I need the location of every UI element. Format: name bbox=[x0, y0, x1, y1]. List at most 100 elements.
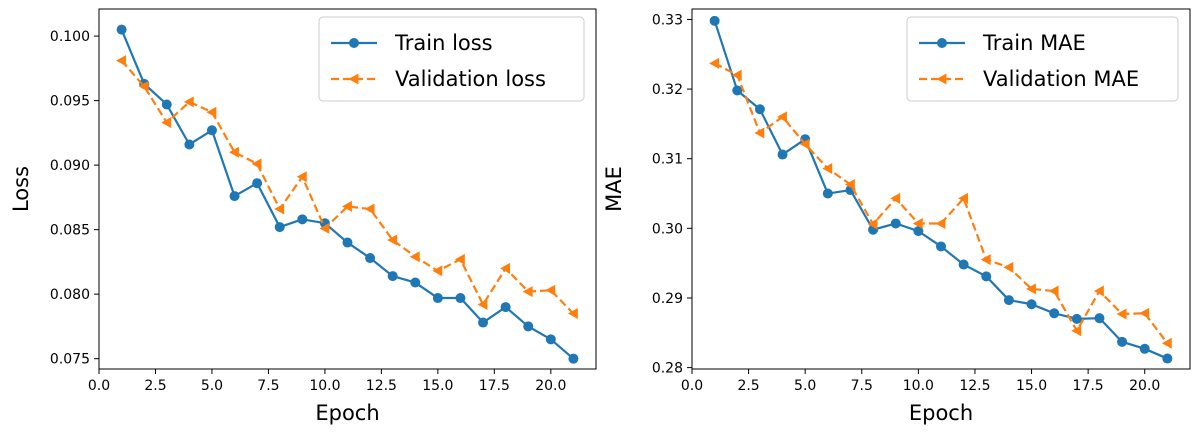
data-point bbox=[1093, 285, 1104, 297]
data-point bbox=[1071, 325, 1082, 337]
x-tick-label: 20.0 bbox=[535, 378, 566, 394]
data-point bbox=[731, 69, 742, 81]
data-point bbox=[913, 226, 924, 237]
data-point bbox=[754, 104, 765, 115]
data-point bbox=[229, 146, 239, 158]
data-point bbox=[545, 284, 556, 296]
data-point bbox=[523, 321, 534, 332]
data-point bbox=[754, 127, 765, 139]
data-point bbox=[936, 241, 946, 252]
data-point bbox=[116, 55, 126, 67]
data-point bbox=[822, 188, 833, 199]
data-point bbox=[709, 15, 720, 26]
x-tick-label: 15.0 bbox=[422, 378, 453, 394]
data-point bbox=[1161, 337, 1172, 349]
x-tick-label: 2.5 bbox=[144, 378, 166, 394]
data-point bbox=[822, 162, 833, 174]
data-point bbox=[500, 302, 511, 313]
x-tick-label: 0.0 bbox=[88, 378, 110, 394]
x-tick-label: 10.0 bbox=[309, 378, 340, 394]
data-point bbox=[1049, 308, 1060, 319]
data-point bbox=[777, 149, 788, 160]
data-point bbox=[252, 178, 263, 189]
y-axis-label: Loss bbox=[9, 166, 33, 212]
y-tick-label: 0.28 bbox=[652, 361, 683, 377]
series-line bbox=[120, 59, 575, 315]
data-point bbox=[1139, 343, 1150, 354]
data-point bbox=[206, 106, 217, 118]
x-tick-label: 15.0 bbox=[1016, 378, 1047, 394]
data-point bbox=[1071, 313, 1082, 324]
legend: Train loss Validation loss bbox=[318, 16, 585, 102]
data-point bbox=[432, 265, 443, 277]
data-point bbox=[183, 96, 194, 108]
data-point bbox=[568, 353, 579, 364]
data-point bbox=[184, 139, 195, 150]
data-point bbox=[455, 293, 466, 304]
y-tick-label: 0.080 bbox=[50, 287, 90, 303]
data-point bbox=[138, 80, 149, 92]
series-validation-loss bbox=[116, 55, 578, 320]
legend-marker bbox=[937, 38, 947, 48]
x-axis-label: Epoch bbox=[909, 401, 973, 425]
data-point bbox=[274, 203, 285, 215]
x-tick-label: 0.0 bbox=[681, 378, 703, 394]
x-tick-label: 10.0 bbox=[903, 378, 934, 394]
plot-frame bbox=[98, 8, 597, 370]
data-point bbox=[116, 24, 127, 35]
data-point bbox=[206, 125, 217, 136]
legend-entry: Validation loss bbox=[395, 67, 546, 91]
data-point bbox=[364, 203, 375, 215]
data-point bbox=[500, 262, 511, 274]
data-point bbox=[161, 99, 172, 110]
x-tick-label: 17.5 bbox=[1073, 378, 1104, 394]
y-tick-label: 0.075 bbox=[50, 352, 90, 368]
data-point bbox=[387, 271, 398, 282]
data-point bbox=[296, 171, 307, 183]
legend: Train MAE Validation MAE bbox=[906, 16, 1179, 102]
y-axis-label: MAE bbox=[602, 166, 626, 212]
data-point bbox=[161, 117, 172, 129]
series-train-mae bbox=[709, 15, 1173, 364]
x-tick-label: 2.5 bbox=[737, 378, 759, 394]
x-tick-label: 12.5 bbox=[366, 378, 397, 394]
data-point bbox=[732, 85, 743, 96]
x-tick-label: 7.5 bbox=[851, 378, 873, 394]
data-point bbox=[297, 214, 308, 225]
y-tick-label: 0.30 bbox=[652, 221, 683, 237]
data-point bbox=[1026, 283, 1036, 295]
chart-panel-2: 0.0 2.5 5.0 7.5 10.0 12.5 15.0 17.5 20.0 0.28 0.29… bbox=[602, 8, 1191, 425]
data-point bbox=[844, 178, 855, 190]
data-point bbox=[912, 217, 923, 229]
y-tick-label: 0.090 bbox=[50, 158, 90, 174]
data-point bbox=[387, 234, 398, 246]
data-point bbox=[935, 217, 946, 229]
legend-marker bbox=[349, 38, 359, 48]
legend-marker bbox=[348, 73, 359, 85]
legend-entry: Train MAE bbox=[982, 31, 1086, 55]
data-point bbox=[1117, 336, 1128, 347]
data-point bbox=[342, 200, 352, 212]
data-point bbox=[1116, 308, 1127, 320]
data-point bbox=[1139, 307, 1150, 319]
data-point bbox=[410, 277, 421, 288]
data-point bbox=[980, 254, 991, 266]
data-point bbox=[545, 334, 556, 345]
legend-entry: Validation MAE bbox=[983, 67, 1139, 91]
x-axis-label: Epoch bbox=[315, 401, 379, 425]
legend-entry: Train loss bbox=[394, 31, 493, 55]
x-tick-label: 5.0 bbox=[794, 378, 816, 394]
data-point bbox=[1026, 299, 1037, 310]
x-tick-label: 17.5 bbox=[479, 378, 510, 394]
series-validation-mae bbox=[709, 57, 1172, 349]
legend-box bbox=[906, 16, 1179, 102]
data-point bbox=[454, 253, 465, 265]
data-point bbox=[1094, 313, 1105, 324]
x-tick-label: 20.0 bbox=[1129, 378, 1160, 394]
x-tick-label: 12.5 bbox=[959, 378, 990, 394]
y-tick-label: 0.32 bbox=[652, 82, 683, 98]
legend-box bbox=[318, 16, 585, 102]
data-point bbox=[799, 138, 810, 150]
data-point bbox=[477, 298, 488, 310]
